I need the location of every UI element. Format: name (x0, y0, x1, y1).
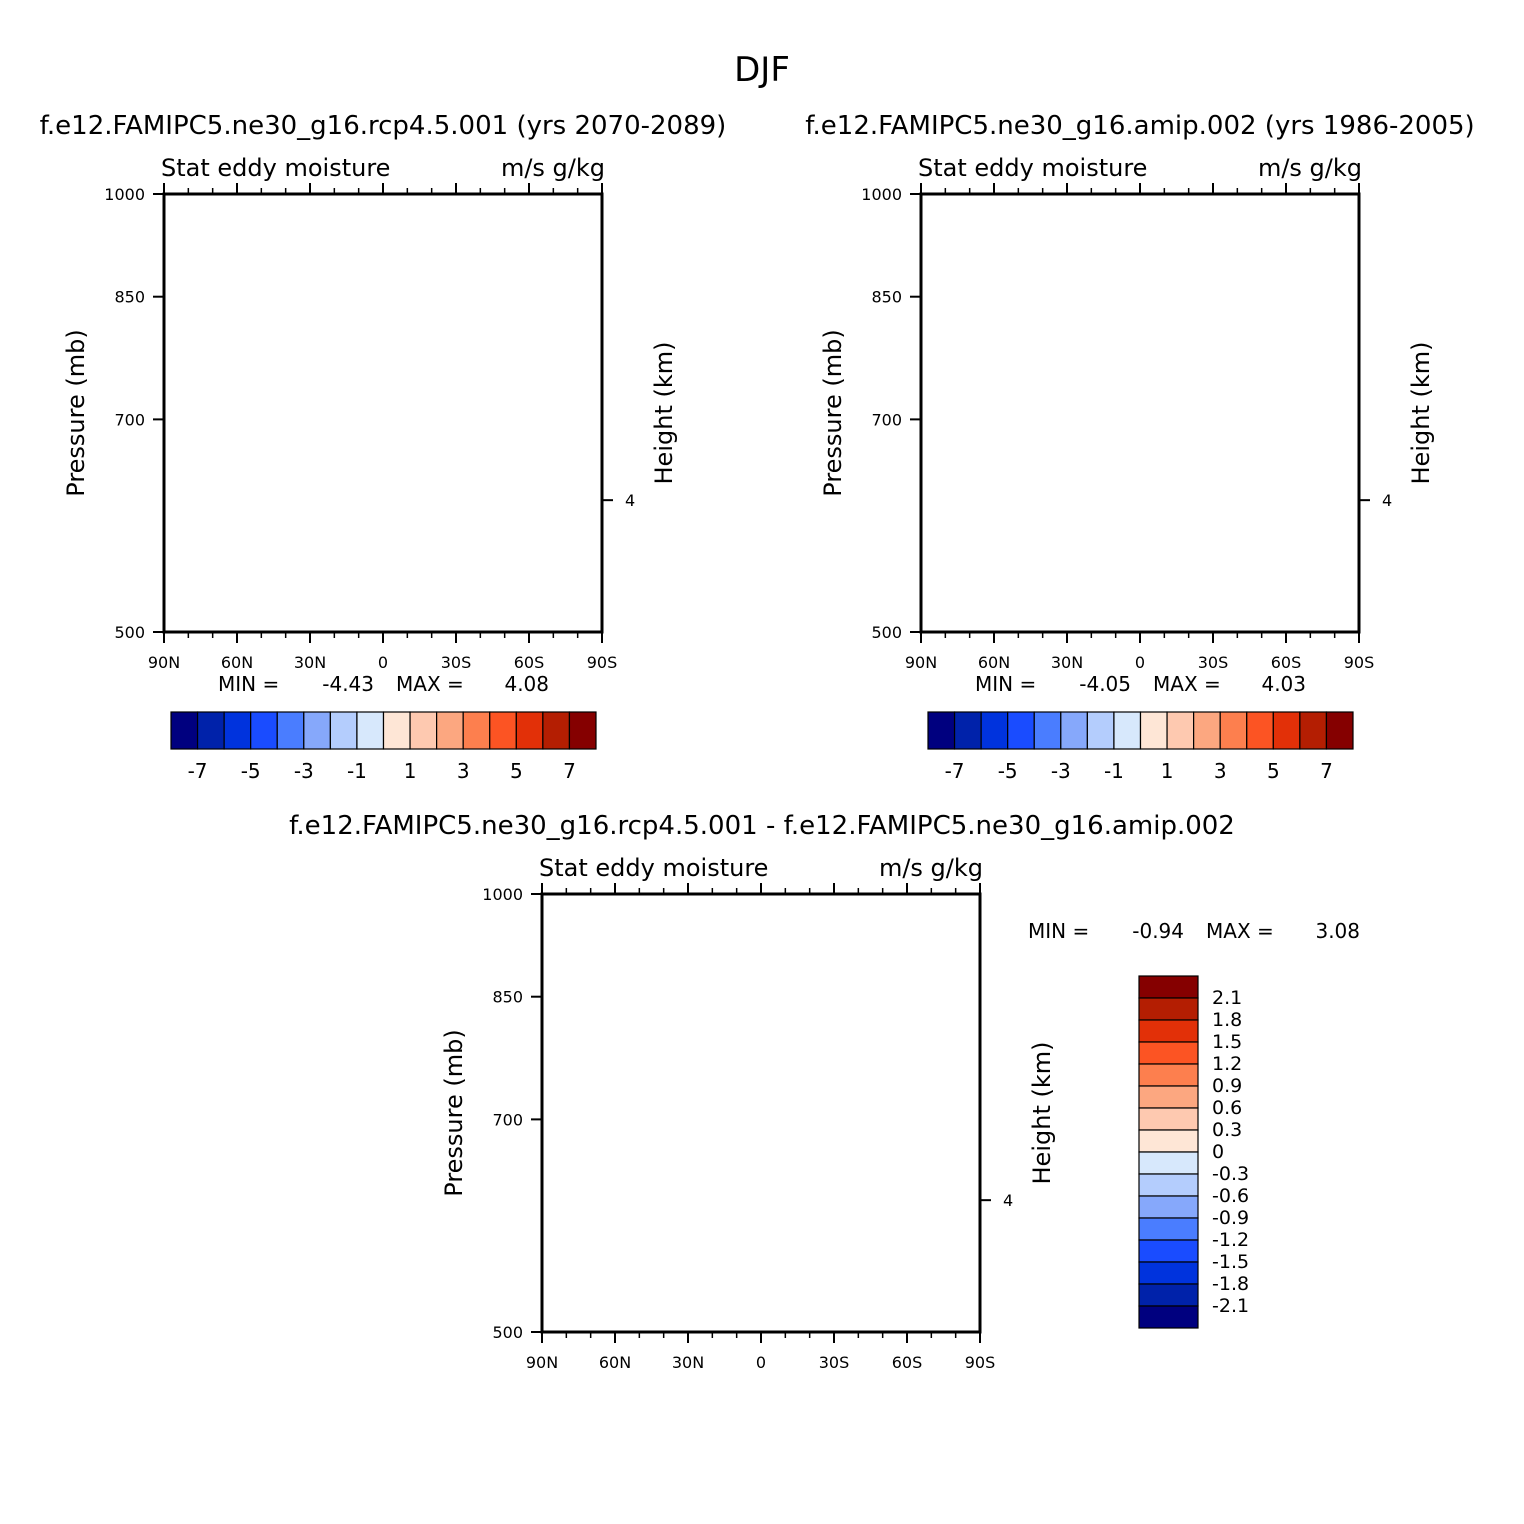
plot-frame (162, 192, 604, 634)
units-label: m/s g/kg (501, 154, 605, 182)
x-tick-label: 60N (221, 653, 253, 672)
colorbar-label: 5 (510, 759, 523, 783)
x-tick-label: 60S (514, 653, 545, 672)
panel-title: f.e12.FAMIPC5.ne30_g16.amip.002 (yrs 198… (805, 111, 1474, 141)
colorbar-box (489, 711, 517, 750)
colorbar-box (462, 711, 491, 750)
min-label: MIN = (218, 672, 279, 696)
height-tick-label: 4 (625, 491, 635, 510)
colorbar-box (356, 711, 385, 750)
colorbar-label: 7 (563, 759, 576, 783)
panel-amip: f.e12.FAMIPC5.ne30_g16.amip.002 (yrs 198… (805, 111, 1474, 783)
height-axis-label: Height (km) (650, 342, 678, 485)
x-tick-label: 90S (587, 653, 618, 672)
colorbar-box (329, 711, 358, 750)
colorbar-label: -5 (241, 759, 261, 783)
y-tick-label: 700 (114, 410, 145, 429)
x-tick-label: 30N (294, 653, 326, 672)
missing-data-patch (505, 616, 581, 632)
colorbar-box (542, 711, 571, 750)
colorbar-box (568, 711, 597, 750)
panel-title: f.e12.FAMIPC5.ne30_g16.rcp4.5.001 (yrs 2… (40, 111, 727, 141)
y-axis-label: Pressure (mb) (62, 329, 90, 496)
colorbar: -7 -5 -3 -1 1 3 5 7 (170, 711, 597, 783)
max-label: MAX = (396, 672, 464, 696)
y-tick-label: 1000 (104, 185, 145, 204)
colorbar-box (196, 711, 225, 750)
colorbar-box (515, 711, 544, 750)
colorbar-label: 1 (404, 759, 417, 783)
x-tick-label: 30S (441, 653, 472, 672)
x-tick-label: 90N (148, 653, 180, 672)
colorbar-label: -3 (294, 759, 314, 783)
colorbar-box (409, 711, 438, 750)
field-label: Stat eddy moisture (161, 154, 390, 182)
page-title: DJF (734, 50, 790, 90)
min-value: -4.43 (322, 672, 374, 696)
colorbar-label: -7 (188, 759, 208, 783)
y-axis: 500 700 850 1000 4 (104, 185, 635, 642)
colorbar-box (170, 711, 199, 750)
colorbar-box (223, 711, 252, 750)
colorbar-box (276, 711, 305, 750)
heatmap (505, 616, 581, 632)
colorbar-label: 3 (457, 759, 470, 783)
y-tick-label: 500 (114, 623, 145, 642)
heatmap (1262, 616, 1338, 632)
colorbar-box (436, 711, 464, 750)
x-tick-label: 0 (378, 653, 388, 672)
x-axis: 90N 60N 30N 0 30S 60S 90S (148, 183, 617, 672)
colorbar-label: -1 (347, 759, 367, 783)
colorbar-box (250, 711, 278, 750)
panel-rcp45: f.e12.FAMIPC5.ne30_g16.rcp4.5.001 (yrs 2… (40, 111, 727, 783)
colorbar-box (382, 711, 411, 750)
colorbar-box (303, 711, 331, 750)
y-tick-label: 850 (114, 288, 145, 307)
max-value: 4.08 (504, 672, 549, 696)
